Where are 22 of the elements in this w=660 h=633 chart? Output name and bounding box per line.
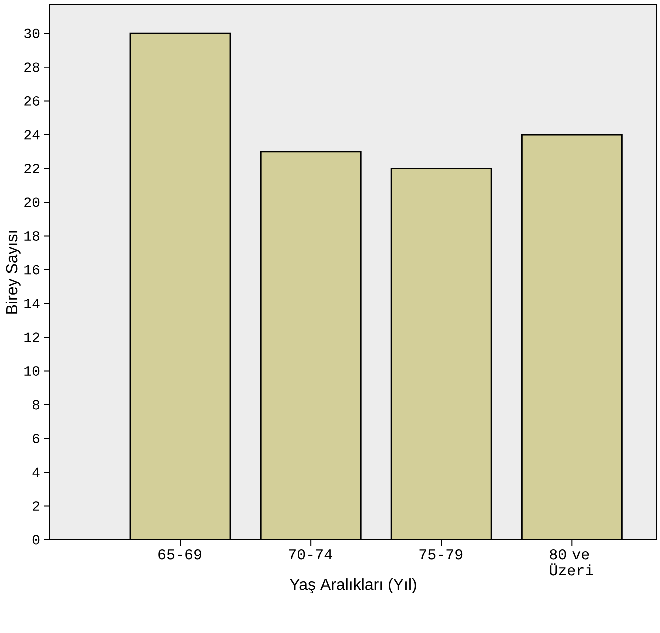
y-tick-label: 18 xyxy=(24,231,40,241)
y-tick-label: 6 xyxy=(33,434,40,444)
y-tick-label: 8 xyxy=(32,400,40,410)
y-tick-label: 14 xyxy=(24,299,40,308)
y-tick-label: 20 xyxy=(24,198,40,208)
y-tick-label: 4 xyxy=(32,468,40,478)
y-tick-label: 24 xyxy=(24,130,40,140)
y-tick-label: 28 xyxy=(24,62,40,72)
y-axis-title: Birey Sayısı xyxy=(6,231,21,314)
y-tick-label: 2 xyxy=(33,502,40,511)
x-tick-label: 75-79 xyxy=(420,550,463,560)
x-tick-label: 65-69 xyxy=(158,550,202,560)
x-tick-label: 70-74 xyxy=(289,550,332,560)
y-tick-label: 26 xyxy=(24,96,40,106)
x-tick-label: 80 ve Üzeri xyxy=(550,550,594,576)
y-tick-label: 0 xyxy=(32,535,40,545)
y-tick-label: 12 xyxy=(24,332,40,342)
x-axis-title: Yaş Aralıkları (Yıl) xyxy=(290,578,416,594)
y-tick-label: 16 xyxy=(24,265,40,275)
y-tick-label: 30 xyxy=(24,28,40,38)
y-tick-label: 10 xyxy=(24,366,40,376)
y-tick-label: 22 xyxy=(24,164,40,174)
